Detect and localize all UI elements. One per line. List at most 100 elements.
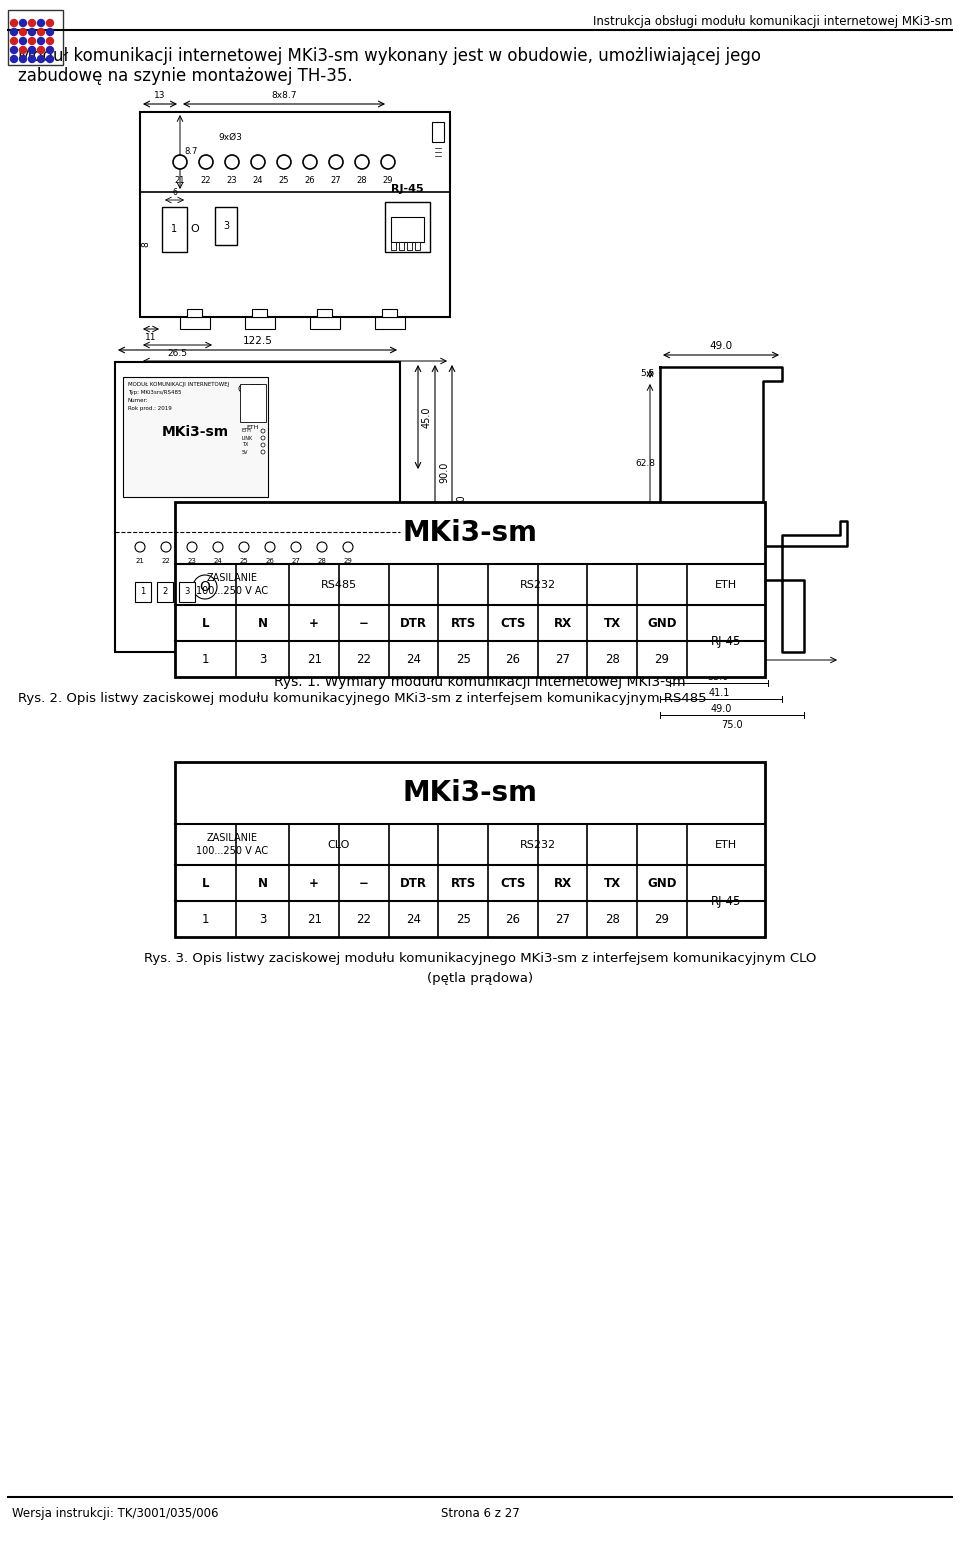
- Circle shape: [11, 20, 17, 26]
- Circle shape: [19, 56, 27, 62]
- Text: 49.0: 49.0: [709, 341, 732, 351]
- Text: RS232: RS232: [519, 580, 556, 590]
- Text: +: +: [309, 877, 319, 889]
- Text: MODUŁ KOMUNIKACJI INTERNETOWEJ: MODUŁ KOMUNIKACJI INTERNETOWEJ: [128, 382, 229, 386]
- Text: 8.7: 8.7: [184, 147, 198, 157]
- Text: 26: 26: [505, 913, 520, 925]
- Text: RTS: RTS: [450, 877, 476, 889]
- Text: L: L: [202, 877, 209, 889]
- Text: 3: 3: [259, 652, 266, 666]
- Text: 27: 27: [555, 913, 570, 925]
- Text: 24: 24: [406, 913, 421, 925]
- Circle shape: [161, 542, 171, 553]
- Circle shape: [11, 56, 17, 62]
- Circle shape: [277, 155, 291, 169]
- Bar: [135, 582, 151, 602]
- Circle shape: [329, 155, 343, 169]
- Circle shape: [239, 542, 249, 553]
- Text: 123.0: 123.0: [456, 494, 466, 521]
- Text: 27: 27: [292, 559, 300, 563]
- Text: 26: 26: [505, 652, 520, 666]
- Text: Moduł komunikacji internetowej MKi3-sm wykonany jest w obudowie, umożliwiającej : Moduł komunikacji internetowej MKi3-sm w…: [18, 47, 761, 65]
- Circle shape: [46, 37, 54, 45]
- Bar: [180, 317, 210, 329]
- Bar: [187, 309, 202, 317]
- Text: RTS: RTS: [450, 616, 476, 630]
- Text: 8x8.7: 8x8.7: [272, 92, 297, 99]
- Text: 27: 27: [555, 652, 570, 666]
- Text: 5V: 5V: [242, 450, 249, 455]
- Bar: [162, 206, 187, 251]
- Text: 2: 2: [162, 588, 168, 596]
- Text: 21: 21: [306, 913, 322, 925]
- Text: N: N: [257, 877, 268, 889]
- Text: 25: 25: [456, 652, 470, 666]
- Text: 22: 22: [356, 652, 372, 666]
- Circle shape: [46, 47, 54, 53]
- Text: 8: 8: [141, 242, 151, 247]
- Circle shape: [11, 28, 17, 36]
- Text: 21: 21: [135, 559, 144, 563]
- Text: O: O: [200, 580, 210, 594]
- Text: 6: 6: [172, 188, 177, 197]
- Text: ETH: ETH: [715, 840, 737, 849]
- Text: −: −: [359, 877, 369, 889]
- Text: 28: 28: [605, 913, 619, 925]
- Circle shape: [19, 28, 27, 36]
- Text: 28: 28: [605, 652, 619, 666]
- Text: TX: TX: [604, 877, 621, 889]
- Text: 3: 3: [184, 588, 190, 596]
- Text: 49.0: 49.0: [710, 705, 732, 714]
- Bar: [252, 309, 267, 317]
- Text: 23: 23: [187, 559, 197, 563]
- Text: 28: 28: [318, 559, 326, 563]
- Bar: [245, 317, 275, 329]
- Circle shape: [37, 56, 44, 62]
- Text: 122.5: 122.5: [243, 335, 273, 346]
- Text: 62.8: 62.8: [635, 459, 655, 469]
- Text: RS485: RS485: [321, 580, 357, 590]
- Circle shape: [29, 47, 36, 53]
- Circle shape: [29, 28, 36, 36]
- Circle shape: [213, 542, 223, 553]
- Text: DTR: DTR: [400, 877, 427, 889]
- Text: 28: 28: [357, 175, 368, 185]
- Text: ZASILANIE
100...250 V AC: ZASILANIE 100...250 V AC: [196, 573, 268, 596]
- Text: MKi3-sm: MKi3-sm: [162, 425, 229, 439]
- Bar: [175, 501, 765, 677]
- Circle shape: [261, 436, 265, 441]
- Circle shape: [19, 20, 27, 26]
- Text: 26: 26: [266, 559, 275, 563]
- Text: RJ-45: RJ-45: [710, 635, 741, 647]
- Text: 90.0: 90.0: [439, 461, 449, 483]
- Circle shape: [381, 155, 395, 169]
- Text: Ⓡ: Ⓡ: [252, 386, 257, 393]
- Text: Wersja instrukcji: TK/3001/035/006: Wersja instrukcji: TK/3001/035/006: [12, 1507, 219, 1519]
- Text: ZASILANIE
100...250 V AC: ZASILANIE 100...250 V AC: [196, 833, 268, 857]
- Bar: [310, 317, 340, 329]
- Text: 24: 24: [406, 652, 421, 666]
- Circle shape: [37, 37, 44, 45]
- Text: 45.0: 45.0: [422, 407, 432, 428]
- Text: RX: RX: [553, 616, 571, 630]
- Circle shape: [46, 20, 54, 26]
- Text: Rys. 1. Wymiary modułu komunikacji internetowej MKi3-sm: Rys. 1. Wymiary modułu komunikacji inter…: [275, 675, 685, 689]
- Text: RX: RX: [553, 877, 571, 889]
- Text: 26.5: 26.5: [167, 349, 187, 359]
- Text: 25: 25: [456, 913, 470, 925]
- Text: Rys. 2. Opis listwy zaciskowej modułu komunikacyjnego MKi3-sm z interfejsem komu: Rys. 2. Opis listwy zaciskowej modułu ko…: [18, 692, 707, 705]
- Text: 22: 22: [356, 913, 372, 925]
- Text: (pętla prądowa): (pętla prądowa): [427, 972, 533, 986]
- Text: 3: 3: [259, 913, 266, 925]
- Text: 27.5: 27.5: [635, 529, 655, 539]
- Text: 41.1: 41.1: [708, 688, 730, 698]
- Text: CLO: CLO: [327, 840, 350, 849]
- Text: 26: 26: [304, 175, 315, 185]
- Text: 29: 29: [655, 652, 669, 666]
- Circle shape: [261, 428, 265, 433]
- Text: 13: 13: [155, 92, 166, 99]
- Text: MKi3-sm: MKi3-sm: [402, 518, 538, 546]
- Text: O: O: [191, 225, 200, 234]
- Circle shape: [37, 28, 44, 36]
- Bar: [391, 242, 396, 250]
